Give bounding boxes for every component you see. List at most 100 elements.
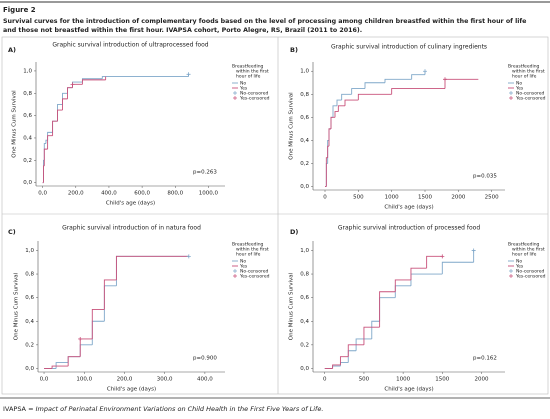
step-segment: [426, 255, 443, 269]
x-tick-label: 0: [323, 377, 327, 383]
x-axis-label: Child's age (days): [384, 205, 433, 211]
legend-label: No: [516, 259, 522, 265]
legend-title: hour of life: [236, 252, 261, 258]
y-tick-label: 0,6: [300, 115, 309, 121]
step-segment: [379, 297, 396, 322]
legend-swatch: [233, 96, 237, 100]
censored-mark: [440, 254, 445, 259]
legend-label: No-censored: [240, 91, 269, 97]
step-segment: [337, 105, 345, 112]
step-segment: [57, 109, 63, 122]
step-segment: [441, 261, 474, 275]
y-axis-label: One Minus Cum Survival: [289, 272, 295, 340]
censored-mark: [70, 82, 75, 87]
legend-title: hour of life: [236, 74, 261, 80]
step-segment: [52, 120, 58, 136]
y-tick-label: 0,8: [300, 272, 309, 278]
censored-mark: [186, 254, 191, 259]
step-segment: [67, 356, 81, 367]
legend-label: Yes: [239, 86, 248, 92]
step-segment: [332, 365, 341, 369]
legend-label: Yes: [239, 264, 248, 270]
step-segment: [47, 131, 53, 141]
p-value: p=0.900: [193, 356, 217, 362]
x-tick-label: 600,0: [134, 191, 150, 197]
step-segment: [327, 145, 329, 158]
caption-line: Survival curves for the introduction of …: [3, 18, 526, 25]
p-value: p=0.162: [473, 356, 497, 362]
step-segment: [379, 291, 396, 328]
y-tick-label: 0,8: [300, 92, 309, 98]
legend-label: No-censored: [516, 269, 545, 275]
step-segment: [72, 81, 83, 88]
legend-label: Yes: [515, 264, 524, 270]
x-tick-label: 2500: [485, 195, 499, 201]
step-segment: [347, 344, 364, 357]
p-value: p=0.263: [193, 170, 217, 176]
x-tick-label: 1000: [385, 195, 399, 201]
step-segment: [371, 320, 380, 339]
legend-label: No-censored: [516, 91, 545, 97]
y-axis-label: One Minus Cum Survival: [14, 272, 20, 340]
step-segment: [363, 326, 380, 345]
x-tick-label: 0: [323, 195, 327, 201]
step-segment: [357, 93, 392, 101]
y-tick-label: 1,0: [23, 68, 32, 74]
step-segment: [330, 116, 335, 129]
y-tick-label: 0,0: [300, 184, 309, 190]
y-axis-label: One Minus Cum Survival: [12, 90, 18, 158]
step-segment: [81, 79, 106, 85]
step-segment: [344, 99, 359, 106]
step-segment: [391, 88, 445, 95]
y-tick-label: 0,4: [300, 319, 309, 325]
y-tick-label: 0,6: [25, 295, 34, 301]
y-tick-label: 0,2: [23, 158, 32, 164]
y-tick-label: 1,0: [25, 248, 34, 254]
x-tick-label: 500: [353, 195, 364, 201]
panel-label: C): [8, 228, 16, 236]
step-segment: [364, 82, 385, 89]
legend-swatch: [509, 274, 513, 278]
censored-mark: [186, 72, 191, 77]
step-segment: [51, 365, 69, 369]
y-tick-label: 0,8: [25, 272, 34, 278]
step-segment: [384, 78, 412, 83]
legend-label: Yes-censored: [239, 274, 270, 280]
legend-swatch: [233, 91, 237, 95]
y-tick-label: 0,4: [23, 135, 32, 141]
step-segment: [336, 99, 342, 106]
censored-mark: [443, 77, 447, 82]
panel-label: A): [8, 46, 16, 54]
legend-swatch: [509, 91, 513, 95]
legend-label: Yes-censored: [515, 274, 546, 280]
footnote-abbr: IVAPSA =: [3, 405, 34, 413]
y-axis-label: One Minus Cum Survival: [289, 92, 295, 160]
x-tick-label: 500: [359, 377, 370, 383]
legend-label: Yes: [515, 86, 524, 92]
x-axis-label: Child's age (days): [107, 387, 156, 393]
legend-title: within the first: [512, 69, 545, 75]
step-segment: [52, 120, 58, 133]
step-segment: [332, 364, 341, 369]
x-tick-label: 300,0: [157, 377, 173, 383]
legend-swatch: [233, 274, 237, 278]
legend-swatch: [509, 269, 513, 273]
y-tick-label: 0,6: [300, 295, 309, 301]
x-tick-label: 200,0: [117, 377, 133, 383]
step-segment: [55, 362, 69, 369]
x-tick-label: 200,0: [68, 191, 84, 197]
step-segment: [355, 338, 372, 351]
legend-title: within the first: [512, 247, 545, 253]
legend-title: Breastfeeding: [508, 242, 540, 248]
step-segment: [81, 78, 103, 83]
step-segment: [410, 273, 443, 286]
legend-swatch: [233, 269, 237, 273]
step-segment: [45, 139, 48, 144]
step-segment: [57, 104, 63, 122]
x-axis-label: Child's age (days): [384, 387, 433, 393]
step-segment: [332, 105, 337, 118]
step-segment: [103, 285, 117, 322]
legend-title: Breastfeeding: [232, 64, 264, 70]
step-segment: [67, 87, 73, 99]
x-tick-label: 1000,0: [199, 191, 219, 197]
